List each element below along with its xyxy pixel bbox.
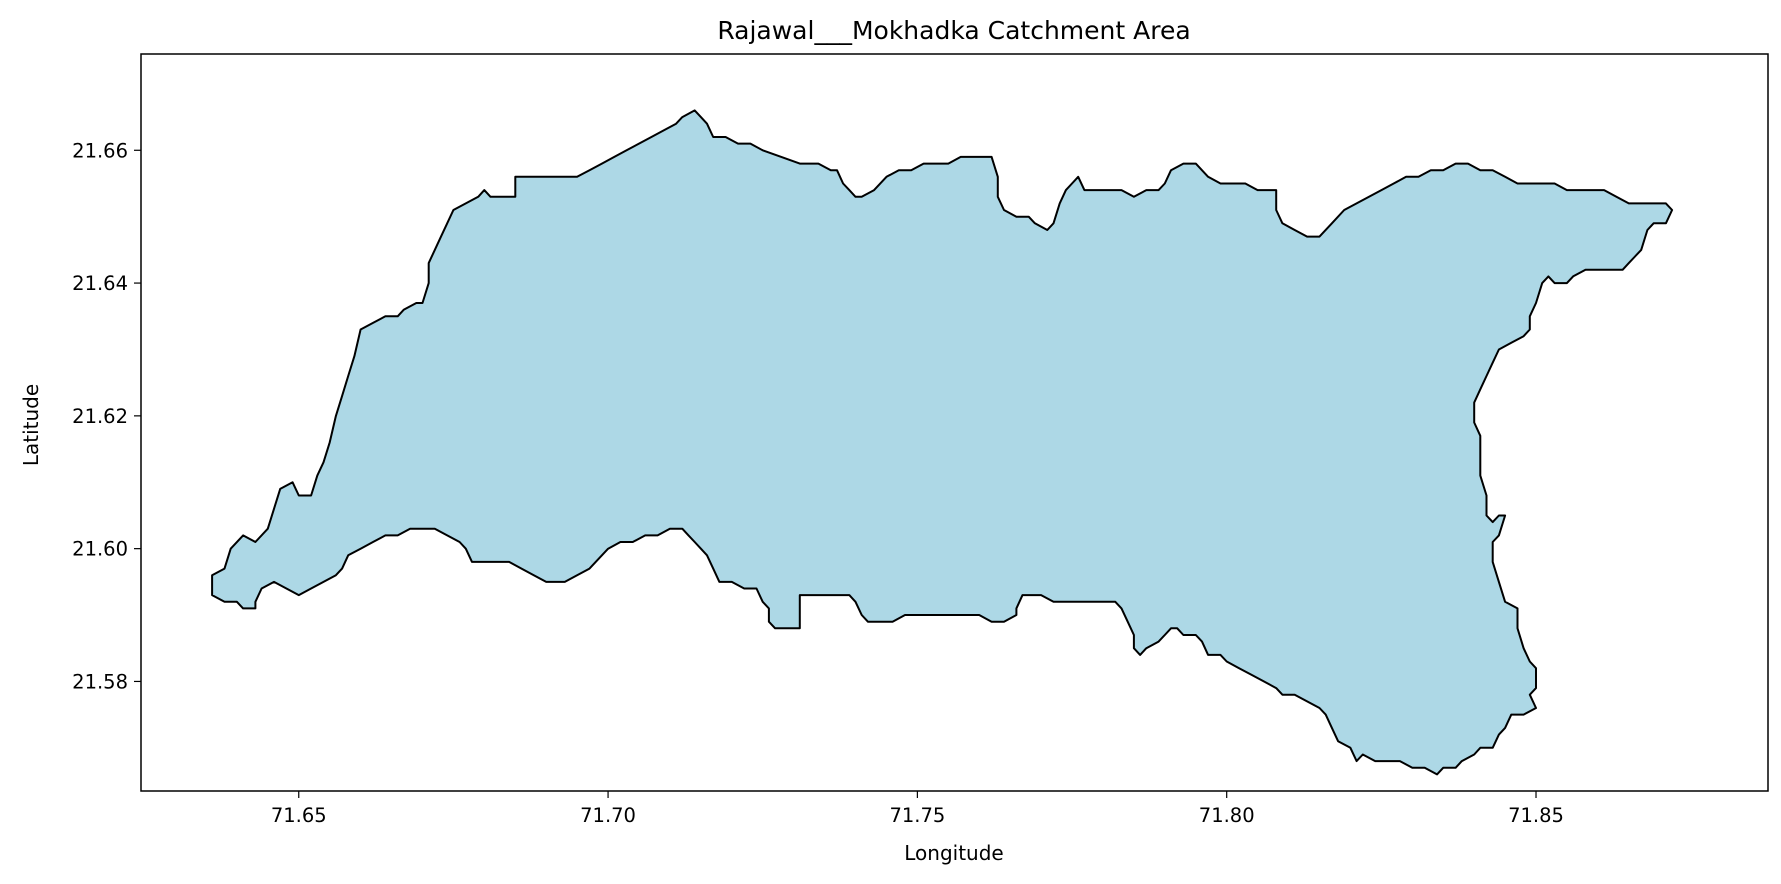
x-tick-label: 71.75 (889, 804, 945, 827)
chart-title: Rajawal___Mokhadka Catchment Area (717, 16, 1190, 45)
x-tick-label: 71.80 (1199, 804, 1255, 827)
y-tick-label: 21.58 (72, 670, 128, 693)
x-tick-label: 71.85 (1508, 804, 1564, 827)
y-tick-label: 21.64 (72, 272, 128, 295)
plot-frame (140, 53, 1769, 792)
y-axis-ticks: 21.58 21.60 21.62 21.64 21.66 (72, 139, 141, 693)
y-tick-label: 21.60 (72, 538, 128, 561)
x-tick-label: 71.65 (271, 804, 327, 827)
catchment-polygon (211, 109, 1674, 776)
y-tick-label: 21.62 (72, 405, 128, 428)
x-axis-ticks: 71.65 71.70 71.75 71.80 71.85 (271, 791, 1564, 827)
x-axis-label: Longitude (904, 841, 1003, 865)
x-tick-label: 71.70 (580, 804, 636, 827)
y-tick-label: 21.66 (72, 139, 128, 162)
y-axis-label: Latitude (19, 384, 43, 466)
